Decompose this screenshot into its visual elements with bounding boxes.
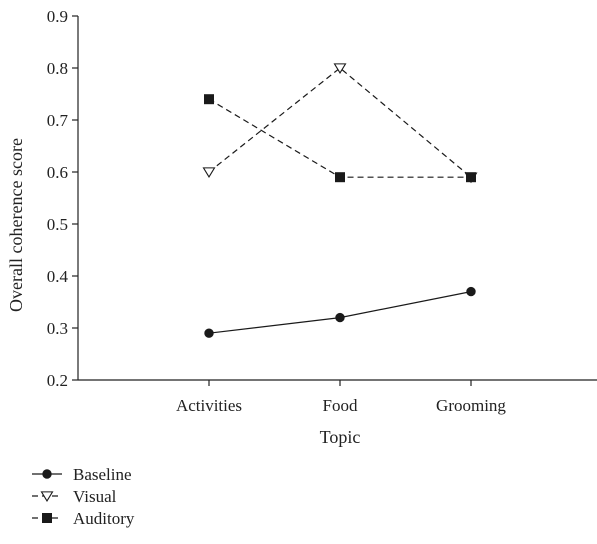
legend-marker-baseline (42, 469, 52, 479)
y-tick-label: 0.5 (47, 215, 68, 234)
data-point-visual (202, 167, 216, 179)
x-tick-label: Activities (176, 396, 242, 415)
y-tick-label: 0.3 (47, 319, 68, 338)
legend-label-auditory: Auditory (73, 509, 135, 528)
data-point-auditory (335, 172, 345, 183)
legend-label-baseline: Baseline (73, 465, 132, 484)
data-point-baseline (466, 286, 476, 297)
legend-label-visual: Visual (73, 487, 117, 506)
data-point-baseline (335, 312, 345, 323)
series-line-visual (208, 67, 472, 178)
legend-marker-auditory (42, 513, 52, 523)
data-point-baseline (204, 328, 214, 338)
data-point-visual (333, 63, 347, 75)
axes (77, 16, 597, 381)
y-axis-ticks: 0.2 0.3 0.4 0.5 0.6 0.7 0.8 0.9 (47, 7, 78, 390)
series-layer (202, 63, 478, 338)
x-tick-label: Food (323, 396, 358, 415)
y-tick-label: 0.8 (47, 59, 68, 78)
y-tick-label: 0.7 (47, 111, 69, 130)
legend-item-auditory: Auditory (32, 509, 135, 528)
legend-item-visual: Visual (32, 487, 117, 506)
series-baseline (204, 286, 476, 338)
y-tick-label: 0.6 (47, 163, 68, 182)
data-point-auditory (466, 172, 476, 183)
y-tick-label: 0.4 (47, 267, 69, 286)
legend-item-baseline: Baseline (32, 465, 132, 484)
x-axis-ticks: Activities Food Grooming (176, 380, 506, 415)
y-axis-title: Overall coherence score (6, 138, 26, 312)
y-tick-label: 0.2 (47, 371, 68, 390)
y-tick-label: 0.9 (47, 7, 68, 26)
x-tick-label: Grooming (436, 396, 506, 415)
series-line-baseline (208, 291, 472, 334)
x-axis-title: Topic (320, 427, 361, 447)
legend: Baseline Visual Auditory (32, 465, 135, 528)
series-line-auditory (208, 98, 471, 178)
data-point-auditory (204, 94, 214, 105)
series-visual (202, 63, 478, 184)
legend-marker-visual (40, 491, 54, 503)
series-auditory (204, 94, 476, 183)
